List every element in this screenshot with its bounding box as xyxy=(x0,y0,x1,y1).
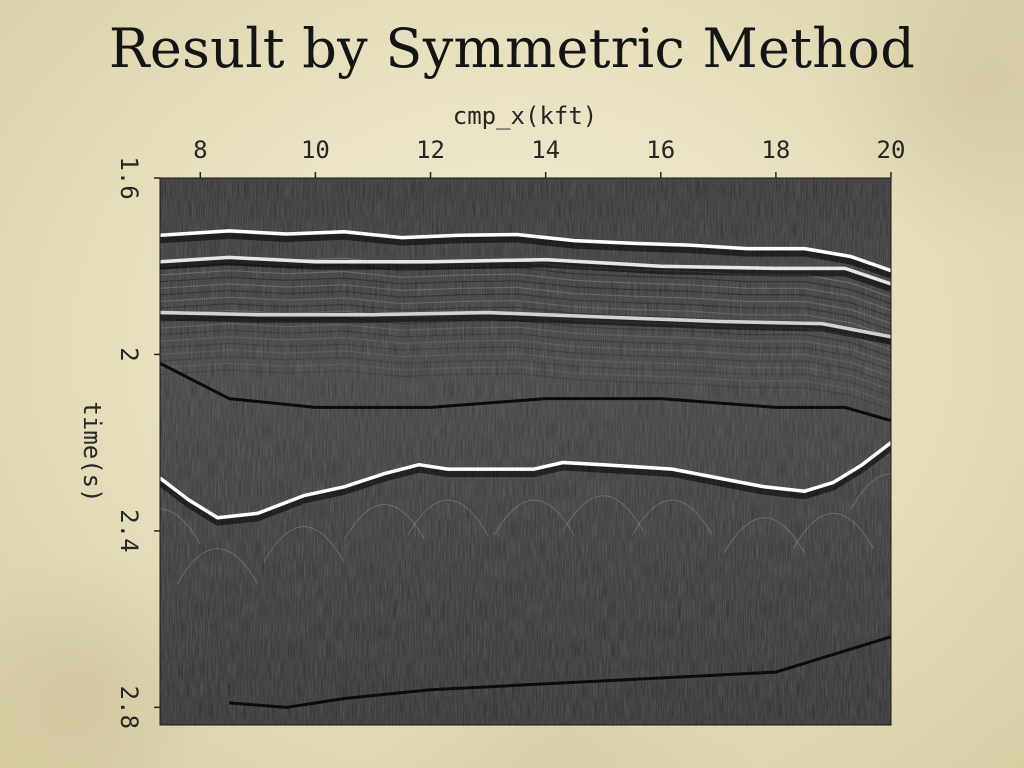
x-tick-label: 18 xyxy=(761,136,790,164)
slide-title: Result by Symmetric Method xyxy=(108,17,916,80)
x-axis: 8 10 12 14 16 18 20 xyxy=(193,136,905,178)
y-tick-label: 1.6 xyxy=(115,156,143,199)
diffraction-arc xyxy=(723,517,805,554)
plot-frame xyxy=(159,177,892,726)
x-tick-label: 20 xyxy=(877,136,906,164)
diffraction-arc xyxy=(793,512,874,549)
y-tick-label: 2 xyxy=(115,347,143,361)
x-tick-label: 16 xyxy=(646,136,675,164)
layer-texture-line xyxy=(160,356,891,397)
diffraction-arc xyxy=(160,508,201,545)
layer-texture-line xyxy=(160,289,891,331)
layer-texture-line xyxy=(160,342,891,384)
reflector-basement-shadow xyxy=(160,445,891,526)
reflector-seafloor-multiple-1-shadow xyxy=(160,259,891,292)
reflector-seafloor-multiple-1 xyxy=(160,255,891,286)
diffraction-arc xyxy=(493,499,575,536)
layer-texture-line xyxy=(160,369,891,411)
y-tick-label: 2.8 xyxy=(115,686,143,729)
layer-texture-line xyxy=(160,349,891,391)
plot-area xyxy=(159,177,892,726)
y-tick-label: 2.4 xyxy=(115,509,143,552)
diffraction-arc xyxy=(850,473,891,509)
x-tick-label: 8 xyxy=(193,136,207,164)
diffraction-arc xyxy=(631,499,713,536)
diffraction-arc xyxy=(344,504,425,540)
layer-texture-line xyxy=(160,276,891,318)
reflector-internal-reflector xyxy=(160,310,891,339)
layer-texture-line xyxy=(160,283,891,325)
reflector-trough-2.1 xyxy=(160,361,891,423)
layer-texture-line xyxy=(160,329,891,371)
reflector-seafloor xyxy=(160,229,891,273)
reflector-internal-reflector-shadow xyxy=(160,314,891,345)
layer-texture-line xyxy=(160,362,891,404)
layer-texture-line xyxy=(160,269,891,311)
layer-texture-line xyxy=(160,336,891,378)
reflector-seafloor-shadow xyxy=(160,232,891,279)
y-axis: 1.6 2 2.4 2.8 xyxy=(115,156,160,729)
diffraction-arc xyxy=(562,495,644,531)
x-tick-label: 12 xyxy=(416,136,445,164)
x-axis-label: cmp_x(kft) xyxy=(453,102,598,130)
reflector-deep-trough xyxy=(228,635,891,709)
diffraction-arc xyxy=(263,526,345,562)
layer-texture-line xyxy=(160,322,891,364)
diffraction-arc xyxy=(177,548,258,584)
reflector-basement xyxy=(160,441,891,520)
x-tick-label: 10 xyxy=(301,136,330,164)
layer-texture-line xyxy=(160,296,891,338)
diffraction-arc xyxy=(407,499,489,536)
x-tick-label: 14 xyxy=(531,136,560,164)
y-axis-label: time(s) xyxy=(78,401,106,502)
